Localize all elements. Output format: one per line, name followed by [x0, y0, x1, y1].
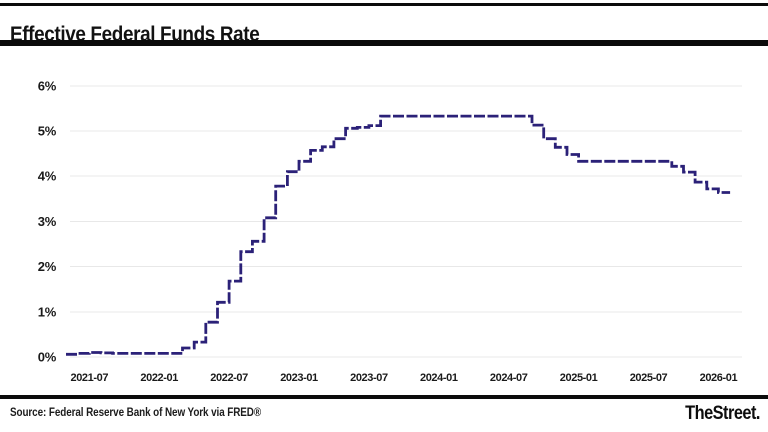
x-axis-label-2022-01: 2022-01 [140, 372, 178, 384]
thestreet-logo: TheStreet. [685, 403, 760, 424]
x-axis-label-2024-07: 2024-07 [490, 372, 528, 384]
effr-step-line [66, 114, 731, 356]
y-axis-label-3%: 3% [38, 214, 57, 229]
x-axis-label-2023-07: 2023-07 [350, 372, 388, 384]
y-axis-label-6%: 6% [38, 78, 57, 93]
y-axis-label-4%: 4% [38, 169, 57, 184]
y-axis-label-1%: 1% [38, 304, 57, 319]
x-axis-label-2025-01: 2025-01 [560, 372, 598, 384]
y-axis-label-2%: 2% [38, 259, 57, 274]
fed-funds-rate-chart: 0% 1% 2% 3% 4% 5% 6% 2021-07 2022-01 2022-07 2023-… [0, 60, 768, 390]
x-axis-label-2022-07: 2022-07 [210, 372, 248, 384]
footer-divider-bar [0, 395, 768, 399]
x-axis-label-2025-07: 2025-07 [630, 372, 668, 384]
top-rule [0, 3, 768, 6]
source-attribution: Source: Federal Reserve Bank of New York… [10, 407, 262, 419]
x-axis-label-2024-01: 2024-01 [420, 372, 458, 384]
y-axis-label-0%: 0% [38, 350, 57, 365]
y-axis-label-5%: 5% [38, 124, 57, 139]
chart-svg: 0% 1% 2% 3% 4% 5% 6% 2021-07 2022-01 2022-07 2023-… [38, 78, 742, 384]
x-axis-label-2026-01: 2026-01 [700, 372, 738, 384]
x-axis-label-2021-07: 2021-07 [71, 372, 109, 384]
x-axis-label-2023-01: 2023-01 [280, 372, 318, 384]
header-divider-bar [0, 40, 768, 46]
